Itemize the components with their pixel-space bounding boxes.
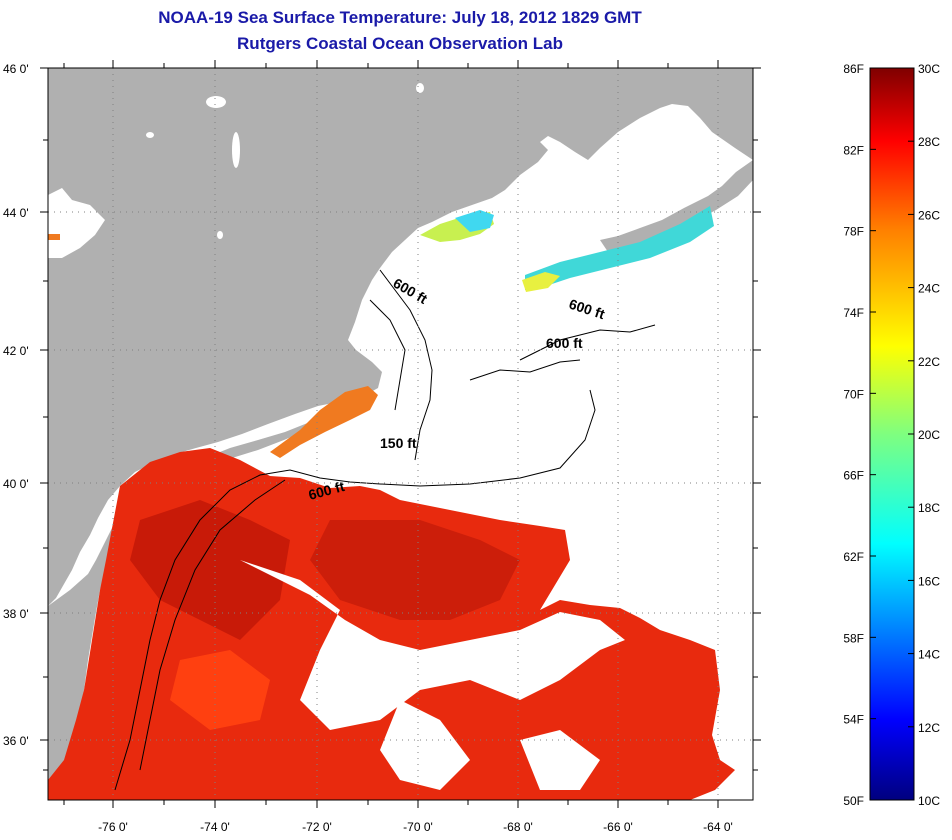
lake xyxy=(48,188,105,258)
lat-label: 44 0' xyxy=(3,206,29,220)
colorbar-c-label: 26C xyxy=(918,208,940,222)
sst-scotian-band xyxy=(525,206,714,290)
bathymetry-contours xyxy=(114,269,656,791)
lon-label: -66 0' xyxy=(603,820,633,834)
colorbar-f-label: 78F xyxy=(843,225,864,239)
lake xyxy=(232,132,240,168)
cloud-gap xyxy=(380,700,470,790)
colorbar-f-label: 70F xyxy=(843,387,864,401)
colorbar-strip xyxy=(869,67,915,801)
colorbar-c-label: 22C xyxy=(918,355,940,369)
map-subtitle: Rutgers Coastal Ocean Observation Lab xyxy=(237,34,563,53)
lon-label: -64 0' xyxy=(703,820,733,834)
colorbar-f-label: 62F xyxy=(843,550,864,564)
lat-label: 40 0' xyxy=(3,477,29,491)
lake xyxy=(146,132,154,138)
sst-scotian-band xyxy=(522,272,560,292)
map-title: NOAA-19 Sea Surface Temperature: July 18… xyxy=(158,8,642,27)
lon-label: -76 0' xyxy=(98,820,128,834)
colorbar-f-label: 50F xyxy=(843,794,864,808)
longitude-labels: -76 0' -74 0' -72 0' -70 0' -68 0' -66 0… xyxy=(98,820,733,834)
sst-lake-patch xyxy=(48,234,60,240)
colorbar-c-label: 30C xyxy=(918,62,940,76)
cloud-gap xyxy=(520,730,600,790)
map-frame xyxy=(47,67,754,801)
sst-patch xyxy=(130,500,290,640)
sst-patch xyxy=(170,650,270,730)
colorbar-c-label: 14C xyxy=(918,648,940,662)
colorbar-f-label: 74F xyxy=(843,306,864,320)
lake xyxy=(206,96,226,108)
colorbar-ticks xyxy=(870,67,914,801)
lon-label: -68 0' xyxy=(503,820,533,834)
colorbar-c-label: 24C xyxy=(918,282,940,296)
latitude-labels: 46 0' 44 0' 42 0' 40 0' 38 0' 36 0' xyxy=(3,62,29,748)
sst-patch xyxy=(310,520,520,620)
lake xyxy=(217,231,223,239)
colorbar-f-label: 66F xyxy=(843,469,864,483)
colorbar-f-label: 82F xyxy=(843,143,864,157)
lon-label: -72 0' xyxy=(302,820,332,834)
lat-label: 46 0' xyxy=(3,62,29,76)
lon-label: -74 0' xyxy=(200,820,230,834)
colorbar-c-label: 12C xyxy=(918,721,940,735)
colorbar-f-label: 86F xyxy=(843,62,864,76)
sst-gulf-maine-patch xyxy=(455,210,494,232)
colorbar-f-labels: 86F 82F 78F 74F 70F 66F 62F 58F 54F 50F xyxy=(843,62,864,808)
lat-label: 38 0' xyxy=(3,607,29,621)
land-delmarva xyxy=(48,524,114,800)
graticule xyxy=(48,68,753,800)
colorbar-f-label: 58F xyxy=(843,631,864,645)
sst-coastal-band xyxy=(270,386,378,458)
colorbar-f-label: 54F xyxy=(843,713,864,727)
colorbar-c-label: 16C xyxy=(918,574,940,588)
colorbar-c-label: 28C xyxy=(918,135,940,149)
axis-ticks xyxy=(40,60,761,808)
colorbar-c-label: 18C xyxy=(918,501,940,515)
lon-label: -70 0' xyxy=(403,820,433,834)
land-nova-scotia xyxy=(600,160,753,252)
contour-label: 150 ft xyxy=(380,435,417,451)
land-mainland xyxy=(48,68,753,606)
cloud-gap xyxy=(240,560,625,730)
lake xyxy=(416,83,424,93)
contour-label: 600 ft xyxy=(546,335,583,351)
lat-label: 42 0' xyxy=(3,344,29,358)
colorbar-c-label: 20C xyxy=(918,428,940,442)
colorbar-c-labels: 30C 28C 26C 24C 22C 20C 18C 16C 14C 12C 10C xyxy=(918,62,940,808)
colorbar-c-label: 10C xyxy=(918,794,940,808)
lat-label: 36 0' xyxy=(3,734,29,748)
